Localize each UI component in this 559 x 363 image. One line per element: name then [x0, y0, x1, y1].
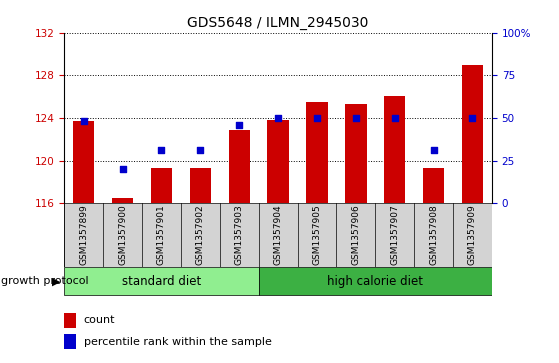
Point — [79, 118, 88, 124]
Text: GSM1357907: GSM1357907 — [390, 205, 399, 265]
Text: GSM1357908: GSM1357908 — [429, 205, 438, 265]
Text: GSM1357899: GSM1357899 — [79, 205, 88, 265]
Point — [390, 115, 399, 121]
Bar — [267, 120, 289, 203]
Title: GDS5648 / ILMN_2945030: GDS5648 / ILMN_2945030 — [187, 16, 369, 30]
Point — [235, 122, 244, 128]
Bar — [73, 121, 94, 203]
Text: GSM1357902: GSM1357902 — [196, 205, 205, 265]
Point — [352, 115, 361, 121]
Bar — [151, 168, 172, 203]
Text: GSM1357900: GSM1357900 — [118, 205, 127, 265]
Text: percentile rank within the sample: percentile rank within the sample — [83, 337, 272, 347]
Text: high calorie diet: high calorie diet — [327, 275, 423, 288]
Bar — [229, 130, 250, 203]
Text: GSM1357909: GSM1357909 — [468, 205, 477, 265]
Bar — [64, 334, 76, 349]
Point — [118, 166, 127, 172]
Bar — [112, 198, 133, 203]
Point — [468, 115, 477, 121]
Text: GSM1357906: GSM1357906 — [352, 205, 361, 265]
Text: ▶: ▶ — [52, 276, 60, 286]
Point — [196, 147, 205, 153]
Bar — [259, 268, 492, 295]
Text: GSM1357904: GSM1357904 — [273, 205, 283, 265]
Text: GSM1357903: GSM1357903 — [235, 205, 244, 265]
Point — [429, 147, 438, 153]
Bar — [423, 168, 444, 203]
Bar — [384, 95, 405, 203]
Text: GSM1357905: GSM1357905 — [312, 205, 321, 265]
Text: standard diet: standard diet — [122, 275, 201, 288]
Text: count: count — [83, 315, 115, 325]
Text: growth protocol: growth protocol — [1, 276, 89, 286]
Text: GSM1357901: GSM1357901 — [157, 205, 166, 265]
Bar — [64, 313, 76, 328]
Bar — [345, 104, 367, 203]
Bar — [462, 65, 483, 203]
Point — [157, 147, 166, 153]
Bar — [64, 268, 259, 295]
Point — [273, 115, 282, 121]
Point — [312, 115, 321, 121]
Bar — [306, 102, 328, 203]
Bar — [190, 168, 211, 203]
